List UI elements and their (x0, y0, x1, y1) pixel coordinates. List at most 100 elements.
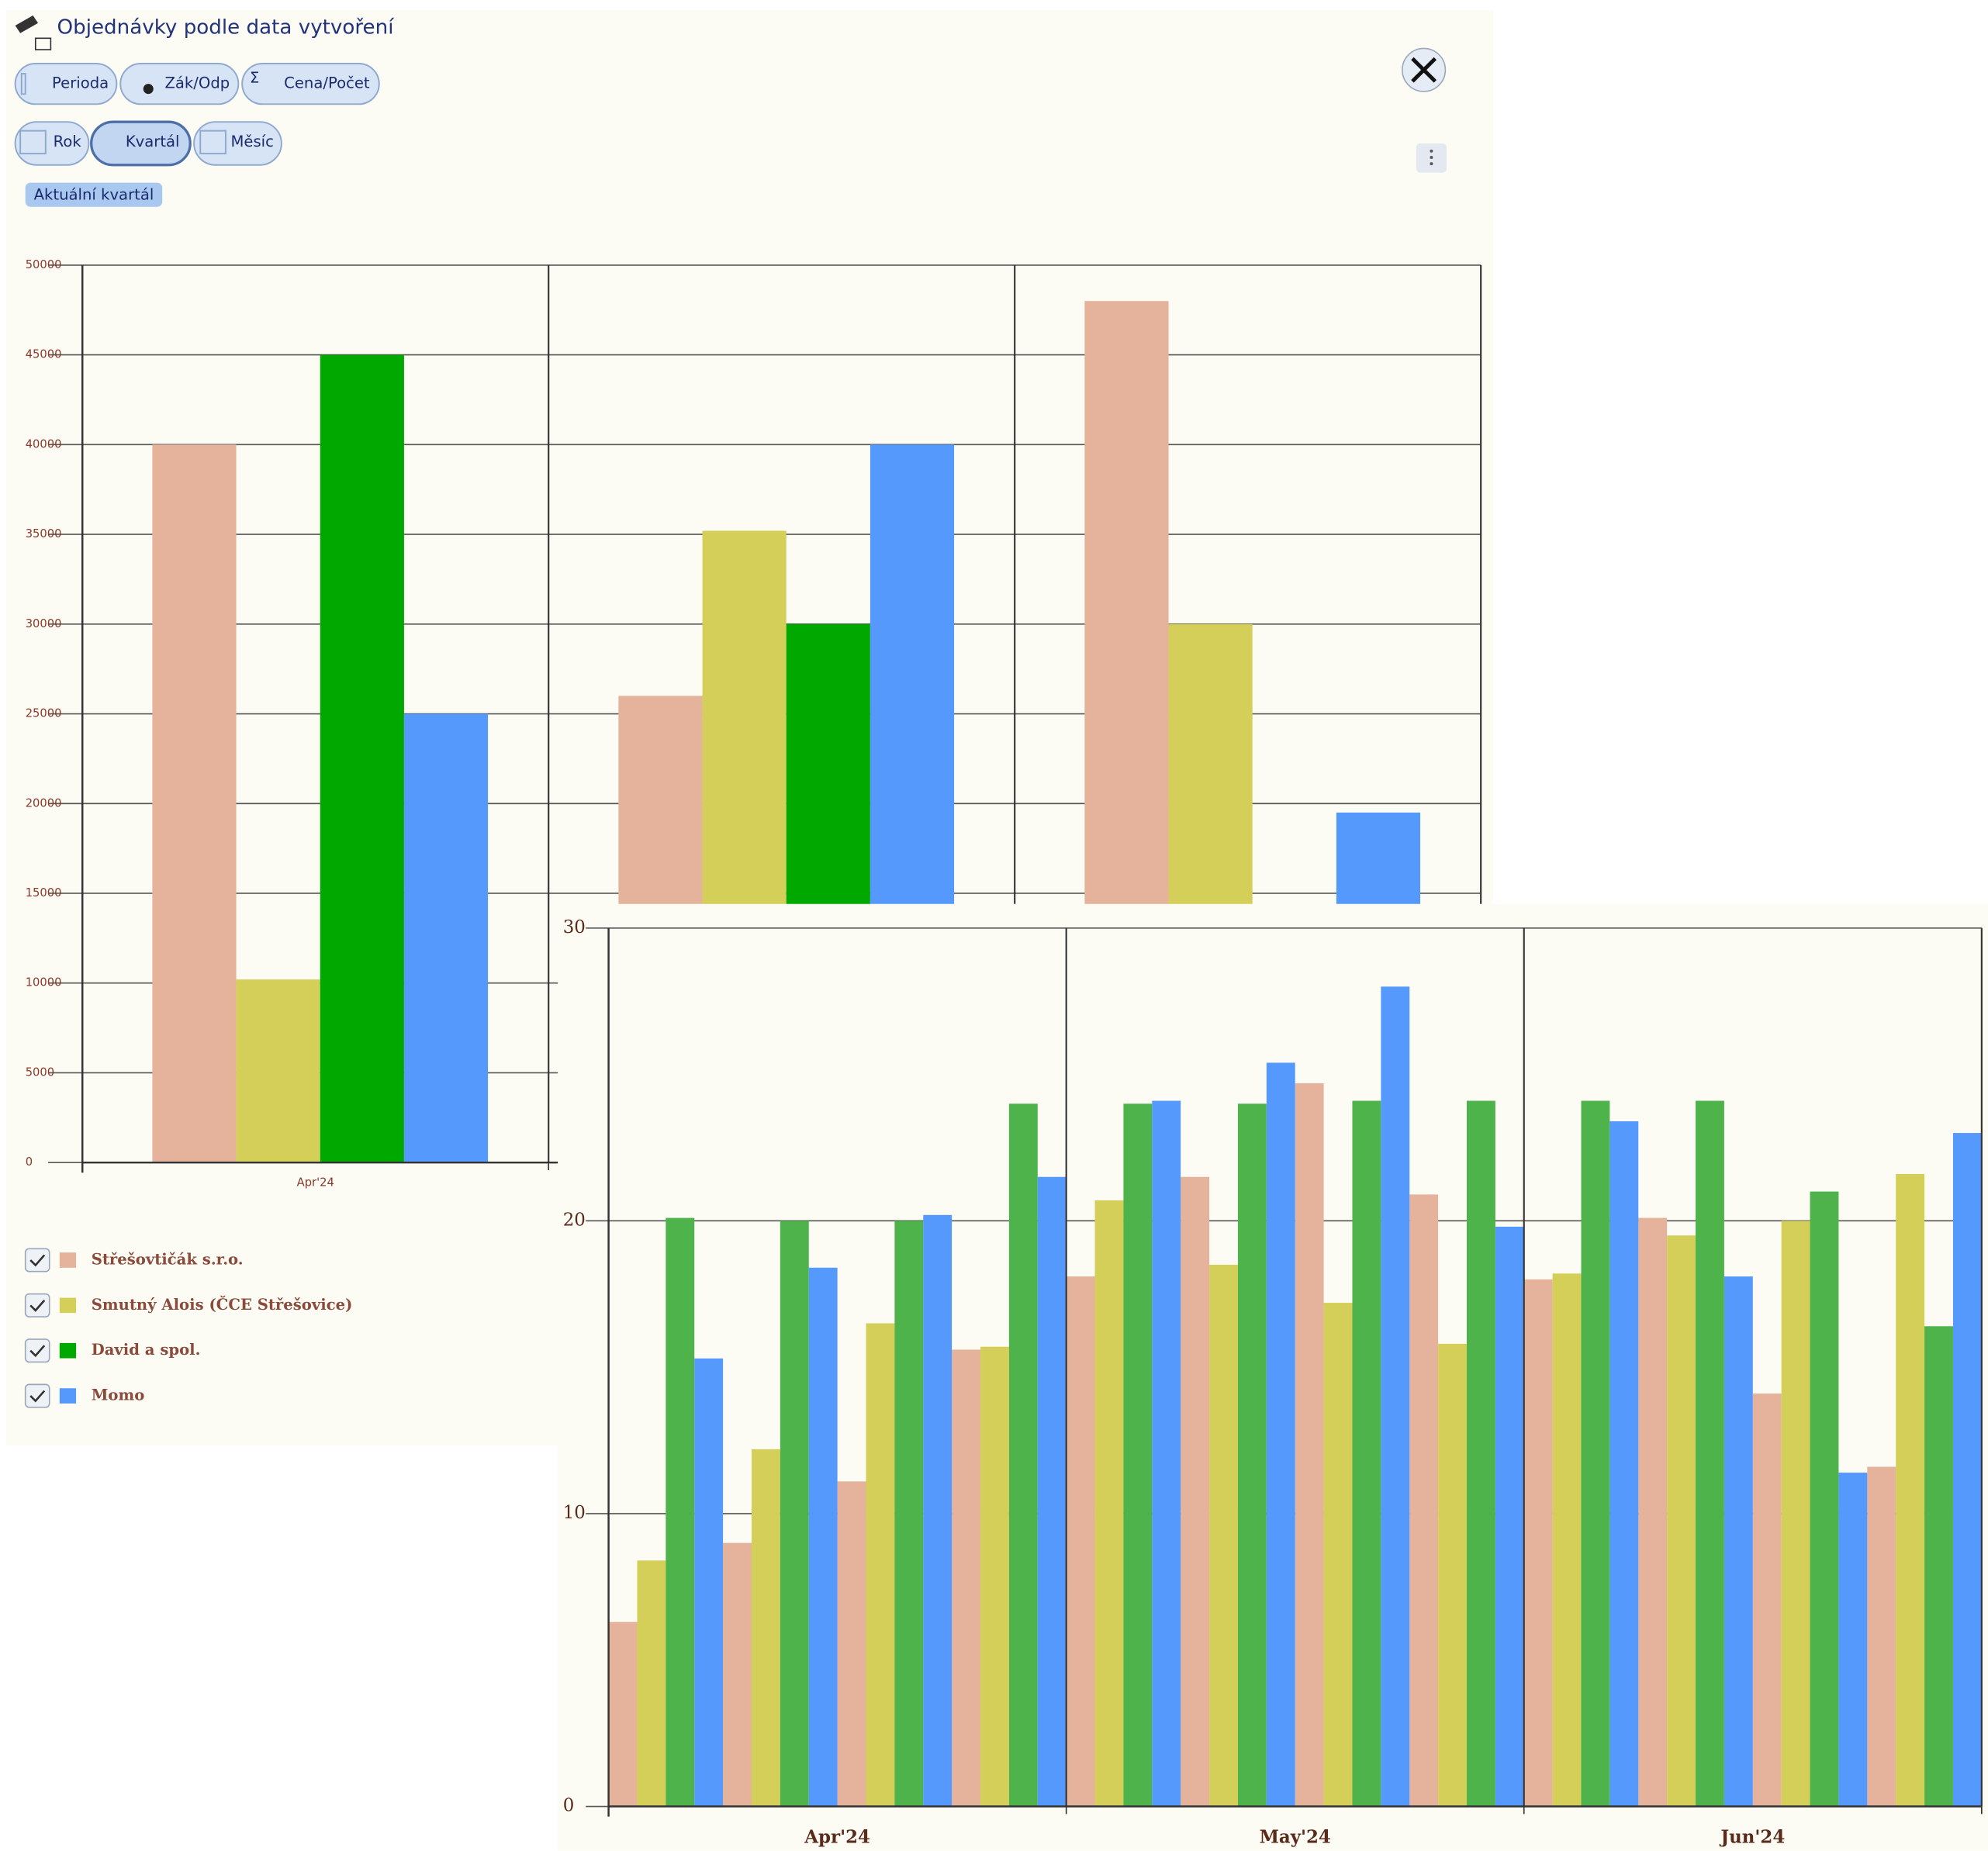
bar (1696, 1100, 1724, 1807)
x-group-label: Jun'24 (1719, 1827, 1785, 1847)
y-tick-label: 0 (26, 1155, 33, 1169)
bar (1781, 1221, 1810, 1807)
bar (1152, 1100, 1181, 1807)
bar (1523, 1279, 1553, 1807)
bar (866, 1323, 895, 1807)
y-tick-label: 35000 (26, 527, 62, 540)
button[interactable]: Rok (14, 121, 90, 166)
bar (1209, 1264, 1238, 1807)
bar (1295, 1083, 1324, 1807)
y-tick-label: 20 (563, 1210, 586, 1230)
bar (1008, 1103, 1038, 1807)
y-tick-label: 20000 (26, 796, 62, 810)
button[interactable]: Zák/Odp (119, 63, 240, 105)
legend-label: David a spol. (92, 1341, 201, 1359)
bar (1896, 1173, 1925, 1807)
button-label: Perioda (52, 74, 109, 92)
bar (608, 1621, 638, 1807)
y-tick-label: 40000 (26, 437, 62, 451)
y-tick-label: 45000 (26, 348, 62, 361)
bar (1123, 1103, 1153, 1807)
button-label: Kvartál (126, 133, 180, 150)
y-tick-label: 5000 (26, 1065, 54, 1079)
bar (923, 1214, 953, 1807)
legend-checkbox (24, 1248, 50, 1273)
bar (637, 1560, 666, 1807)
bar (1352, 1100, 1381, 1807)
button-label: Zák/Odp (164, 74, 230, 92)
button[interactable]: Kvartál (90, 120, 192, 167)
legend-swatch (59, 1342, 77, 1359)
bar (1638, 1217, 1668, 1807)
legend-label: Momo (92, 1387, 145, 1404)
bar (1838, 1473, 1868, 1807)
legend-item[interactable]: Momo (24, 1383, 145, 1408)
legend-item[interactable]: David a spol. (24, 1338, 201, 1363)
y-tick-label: 10000 (26, 976, 62, 989)
bar (1609, 1121, 1639, 1807)
legend-check (29, 1299, 46, 1312)
button-label: Měsíc (230, 133, 273, 150)
bar (1552, 1273, 1582, 1807)
bar (723, 1542, 752, 1807)
y-tick-label: 30000 (26, 617, 62, 630)
button-label: Rok (54, 133, 82, 150)
filter-chip[interactable]: Aktuální kvartál (25, 182, 163, 207)
bar (1667, 1235, 1696, 1807)
bar (751, 1449, 780, 1807)
bar (152, 444, 237, 1163)
menu-button[interactable] (1416, 143, 1447, 173)
x-group-label: May'24 (1260, 1827, 1331, 1847)
legend-check (29, 1390, 46, 1403)
bar (1381, 986, 1410, 1807)
legend-check (29, 1345, 46, 1358)
legend-label: Smutný Alois (ČCE Střešovice) (92, 1294, 353, 1314)
button[interactable]: Σ Cena/Počet (241, 63, 380, 105)
icon (34, 37, 52, 50)
legend-item[interactable]: Střešovtičák s.r.o. (24, 1248, 244, 1273)
bar (1409, 1194, 1439, 1807)
bar (1752, 1393, 1782, 1807)
filter-label: Aktuální kvartál (34, 185, 154, 203)
bar (1924, 1326, 1953, 1807)
bar (236, 979, 320, 1163)
button-label: Cena/Počet (284, 74, 370, 92)
x-group-label: Apr'24 (804, 1827, 870, 1847)
legend-item[interactable]: Smutný Alois (ČCE Střešovice) (24, 1293, 353, 1317)
title: Objednávky podle data vytvoření (57, 16, 395, 40)
svg-text:Σ: Σ (250, 69, 259, 87)
legend-check (29, 1254, 46, 1267)
bar (403, 713, 489, 1163)
bar (694, 1358, 724, 1807)
bar (1438, 1343, 1467, 1807)
button[interactable]: Měsíc (193, 121, 282, 166)
legend-checkbox (24, 1338, 50, 1363)
y-tick-label: 10 (563, 1503, 586, 1523)
bar (1466, 1100, 1495, 1807)
bar (1810, 1191, 1839, 1807)
bar (1266, 1062, 1295, 1807)
legend-swatch (59, 1252, 77, 1268)
y-tick-label: 15000 (26, 886, 62, 900)
bar (320, 354, 404, 1163)
close-button[interactable] (1402, 47, 1447, 92)
bar (1581, 1100, 1610, 1807)
bar (1952, 1133, 1982, 1807)
button[interactable]: Perioda (14, 63, 118, 105)
bar (1495, 1226, 1524, 1807)
legend-swatch (59, 1297, 77, 1314)
header: Objednávky podle data vytvoření Perioda … (14, 15, 1447, 207)
y-tick-label: 30 (563, 917, 586, 938)
legend-label: Střešovtičák s.r.o. (92, 1251, 244, 1269)
bar (1037, 1176, 1067, 1807)
legend-checkbox (24, 1383, 50, 1408)
bar (980, 1346, 1009, 1807)
bar (837, 1481, 866, 1807)
bar (780, 1221, 809, 1807)
bar (1323, 1303, 1353, 1807)
bar (808, 1267, 838, 1807)
y-tick-label: 0 (563, 1796, 575, 1816)
icon (15, 15, 39, 33)
y-tick-label: 50000 (26, 258, 62, 271)
